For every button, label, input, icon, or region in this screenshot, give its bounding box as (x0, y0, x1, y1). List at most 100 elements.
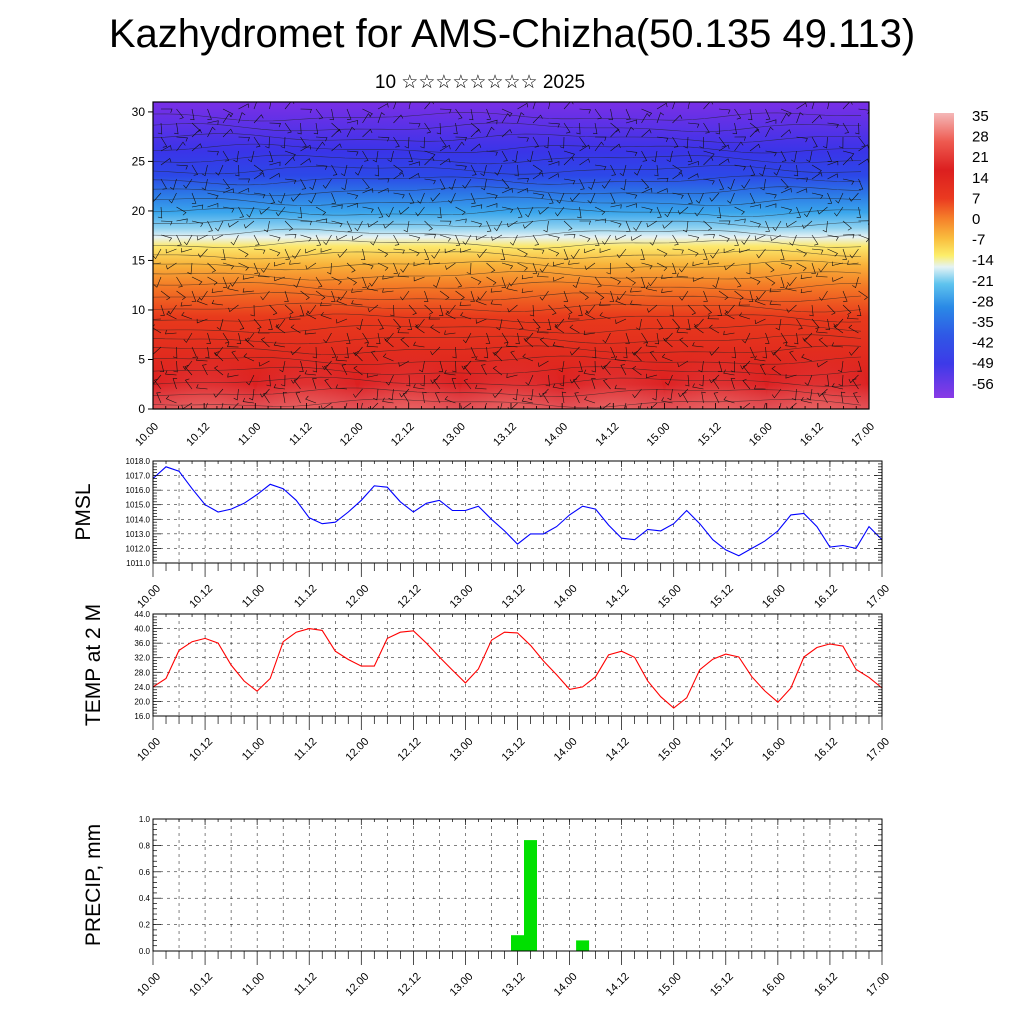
wind-barb (275, 324, 286, 334)
wind-barb (709, 374, 720, 384)
wind-barb (197, 248, 208, 258)
wind-barb (284, 304, 294, 315)
wind-barb (344, 346, 349, 359)
wind-barb (833, 318, 844, 328)
wind-barb (599, 248, 611, 253)
wind-barb (742, 332, 751, 344)
wind-barb (183, 234, 193, 246)
wind-barb (207, 276, 218, 286)
wind-barb (842, 122, 850, 134)
wind-barb (713, 392, 720, 404)
wind-barb (858, 144, 869, 152)
wind-barb (654, 164, 659, 177)
x-tick-label: 17.00 (864, 583, 892, 611)
wind-barb (725, 304, 735, 315)
x-tick-label: 10.12 (187, 971, 215, 999)
wind-barb (439, 144, 451, 152)
wind-barb (279, 360, 286, 373)
wind-barb (346, 192, 359, 200)
wind-barb (393, 172, 404, 180)
wind-barb (340, 164, 348, 177)
wind-barb (191, 220, 204, 228)
wind-barb (656, 318, 664, 330)
wind-barb (563, 290, 569, 302)
wind-barb (424, 122, 432, 134)
wind-barb (548, 248, 560, 257)
wind-barb (238, 112, 246, 124)
wind-barb (855, 122, 860, 135)
wind-barb (439, 136, 447, 148)
wind-barb (341, 178, 348, 191)
wind-barb (428, 315, 441, 320)
wind-barb (615, 318, 627, 324)
wind-barb (656, 206, 662, 218)
wind-barb (651, 150, 658, 163)
wind-barb (786, 220, 797, 228)
colorbar: 35 28 21 14 7 0 -7 -14 -21 -28 -35 -42 -49 -56 (934, 108, 994, 398)
wind-barb (552, 383, 565, 390)
wind-barb (477, 290, 487, 301)
x-tick-label: 16.12 (812, 971, 840, 999)
colorbar-label: -7 (972, 232, 985, 249)
wind-barb (811, 318, 820, 330)
x-tick-label: 13.00 (448, 736, 476, 764)
wind-barb (238, 178, 250, 183)
x-tick-label: 16.00 (760, 736, 788, 764)
wind-barb (382, 397, 394, 404)
wind-barb (331, 204, 343, 209)
wind-barb (213, 388, 224, 398)
wind-barb (191, 290, 197, 302)
wind-barb (661, 274, 673, 280)
x-tick-label: 14.00 (542, 421, 570, 449)
wind-barb (253, 234, 260, 246)
y-tick-label: 0.0 (139, 947, 151, 956)
wind-barb (548, 173, 560, 180)
wind-barb (433, 378, 441, 390)
wind-barb (563, 304, 573, 315)
wind-barb (842, 150, 855, 158)
wind-barb (388, 388, 394, 401)
wind-barb (731, 346, 736, 359)
wind-barb (438, 360, 444, 372)
wind-barb (238, 187, 250, 194)
wind-barb (346, 262, 356, 273)
colorbar-gradient (934, 113, 954, 398)
wind-barb (253, 262, 259, 274)
wind-barb (397, 328, 410, 334)
wind-barb (667, 388, 673, 401)
wind-barb (447, 192, 456, 204)
x-tick-label: 13.12 (500, 736, 528, 764)
y-tick-label: 1012.0 (126, 544, 151, 553)
wind-barb (842, 102, 853, 110)
wind-barb (370, 234, 379, 246)
wind-barb (512, 388, 518, 401)
wind-barb (221, 402, 224, 409)
colorbar-label: -49 (972, 355, 994, 372)
wind-barb (730, 360, 736, 373)
wind-barb (811, 114, 822, 124)
wind-barb (771, 346, 782, 356)
wind-barb (462, 332, 472, 344)
wind-barb (160, 136, 168, 148)
wind-barb (268, 150, 274, 162)
wind-barb (625, 126, 635, 138)
wind-barb (818, 337, 828, 348)
wind-barb (284, 178, 297, 185)
wind-barb (532, 102, 536, 110)
wind-barb (800, 288, 813, 294)
wind-barb (718, 220, 731, 225)
wind-barb (480, 178, 487, 191)
x-tick-label: 15.12 (708, 583, 736, 611)
wind-barb (572, 378, 580, 390)
wind-barb (304, 370, 317, 376)
wind-barb (661, 353, 673, 362)
wind-barb (320, 301, 332, 307)
wind-barb (430, 374, 441, 384)
wind-barb (284, 290, 289, 302)
wind-barb (625, 119, 637, 125)
wind-barb (470, 164, 477, 176)
wind-barb (284, 248, 290, 260)
wind-barb (632, 388, 642, 399)
wind-barb (563, 150, 575, 158)
wind-barb (532, 172, 544, 180)
